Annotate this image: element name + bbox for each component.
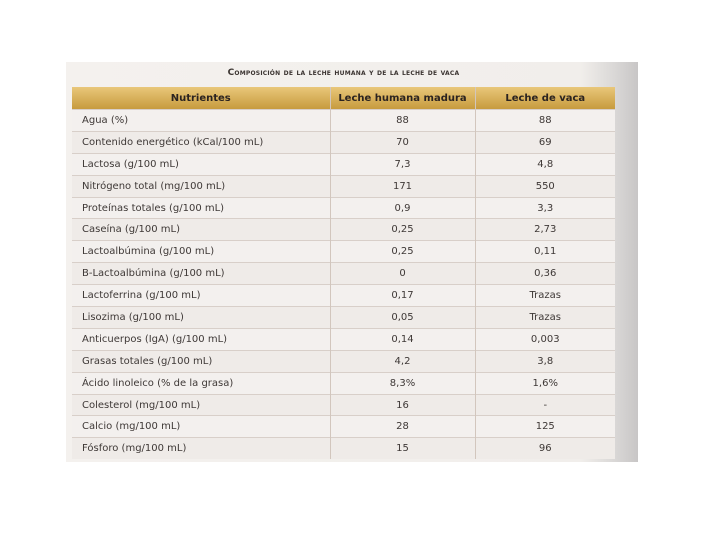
value-cell: 0,14 (329, 327, 475, 351)
table-row: Caseína (g/100 mL) 0,25 2,73 (72, 218, 615, 241)
value-cell: 0,05 (329, 306, 475, 329)
value-cell: 550 (474, 174, 615, 198)
table-body: Agua (%) 88 88 Contenido energético (kCal/1… (72, 109, 615, 460)
value-cell: 70 (329, 130, 475, 154)
value-cell: 0,36 (474, 262, 615, 285)
value-cell: 0,17 (329, 284, 475, 307)
value-cell: 7,3 (329, 152, 475, 176)
value-cell: 125 (474, 415, 615, 438)
nutrient-name: Contenido energético (kCal/100 mL) (72, 130, 330, 154)
value-cell: 28 (329, 415, 475, 438)
value-cell: 3,8 (474, 349, 615, 373)
nutrient-name: Anticuerpos (IgA) (g/100 mL) (72, 327, 330, 351)
value-cell: 171 (329, 174, 475, 198)
value-cell: 0,9 (329, 196, 475, 219)
nutrient-table: Nutrientes Leche humana madura Leche de va… (72, 87, 615, 460)
table-header: Nutrientes Leche humana madura Leche de va… (72, 87, 615, 110)
value-cell: 16 (329, 393, 475, 416)
value-cell: 0,11 (474, 240, 615, 263)
value-cell: 8,3% (329, 371, 475, 395)
value-cell: Trazas (474, 284, 615, 307)
value-cell: 2,73 (474, 218, 615, 241)
nutrient-name: Lactoalbúmina (g/100 mL) (72, 240, 330, 263)
value-cell: 15 (329, 437, 475, 460)
value-cell: 0,25 (329, 240, 475, 263)
nutrient-name: Lactosa (g/100 mL) (72, 152, 330, 176)
value-cell: 4,8 (474, 152, 615, 176)
value-cell: 88 (329, 109, 475, 132)
value-cell: 0,003 (474, 327, 615, 351)
table-row: Lisozima (g/100 mL) 0,05 Trazas (72, 306, 615, 329)
value-cell: - (474, 393, 615, 416)
table-row: Fósforo (mg/100 mL) 15 96 (72, 437, 615, 460)
table-row: B-Lactoalbúmina (g/100 mL) 0 0,36 (72, 262, 615, 285)
nutrient-name: Colesterol (mg/100 mL) (72, 393, 330, 416)
table-row: Lactoferrina (g/100 mL) 0,17 Trazas (72, 284, 615, 307)
nutrient-name: Agua (%) (72, 109, 330, 132)
value-cell: Trazas (474, 306, 615, 329)
table-row: Anticuerpos (IgA) (g/100 mL) 0,14 0,003 (72, 327, 615, 351)
header-cell: Leche humana madura (329, 87, 475, 110)
nutrient-name: Proteínas totales (g/100 mL) (72, 196, 330, 219)
table-row: Nitrógeno total (mg/100 mL) 171 550 (72, 174, 615, 198)
nutrient-name: Nitrógeno total (mg/100 mL) (72, 174, 330, 198)
header-cell: Leche de vaca (474, 87, 615, 110)
value-cell: 0,25 (329, 218, 475, 241)
table-row: Grasas totales (g/100 mL) 4,2 3,8 (72, 349, 615, 373)
value-cell: 88 (474, 109, 615, 132)
nutrient-name: Fósforo (mg/100 mL) (72, 437, 330, 460)
table-row: Agua (%) 88 88 (72, 109, 615, 132)
nutrient-name: B-Lactoalbúmina (g/100 mL) (72, 262, 330, 285)
table-row: Colesterol (mg/100 mL) 16- (72, 393, 615, 416)
table-row: Calcio (mg/100 mL) 28 125 (72, 415, 615, 438)
value-cell: 0 (329, 262, 475, 285)
table-row: Proteínas totales (g/100 mL) 0,9 3,3 (72, 196, 615, 219)
header-cell: Nutrientes (72, 87, 330, 110)
header-row: Nutrientes Leche humana madura Leche de va… (72, 87, 615, 110)
nutrient-name: Calcio (mg/100 mL) (72, 415, 330, 438)
value-cell: 4,2 (329, 349, 475, 373)
table-row: Ácido linoleico (% de la grasa) 8,3% 1,6% (72, 371, 615, 395)
nutrient-name: Ácido linoleico (% de la grasa) (72, 371, 330, 395)
value-cell: 96 (474, 437, 615, 460)
nutrient-name: Grasas totales (g/100 mL) (72, 349, 330, 373)
value-cell: 69 (474, 130, 615, 154)
value-cell: 3,3 (474, 196, 615, 219)
nutrient-name: Lisozima (g/100 mL) (72, 306, 330, 329)
nutrient-name: Caseína (g/100 mL) (72, 218, 330, 241)
nutrient-name: Lactoferrina (g/100 mL) (72, 284, 330, 307)
table-row: Contenido energético (kCal/100 mL) 70 69 (72, 130, 615, 154)
value-cell: 1,6% (474, 371, 615, 395)
table-row: Lactoalbúmina (g/100 mL) 0,25 0,11 (72, 240, 615, 263)
table-title: Composición de la leche humana y de la l… (227, 68, 460, 78)
table-row: Lactosa (g/100 mL) 7,3 4,8 (72, 152, 615, 176)
